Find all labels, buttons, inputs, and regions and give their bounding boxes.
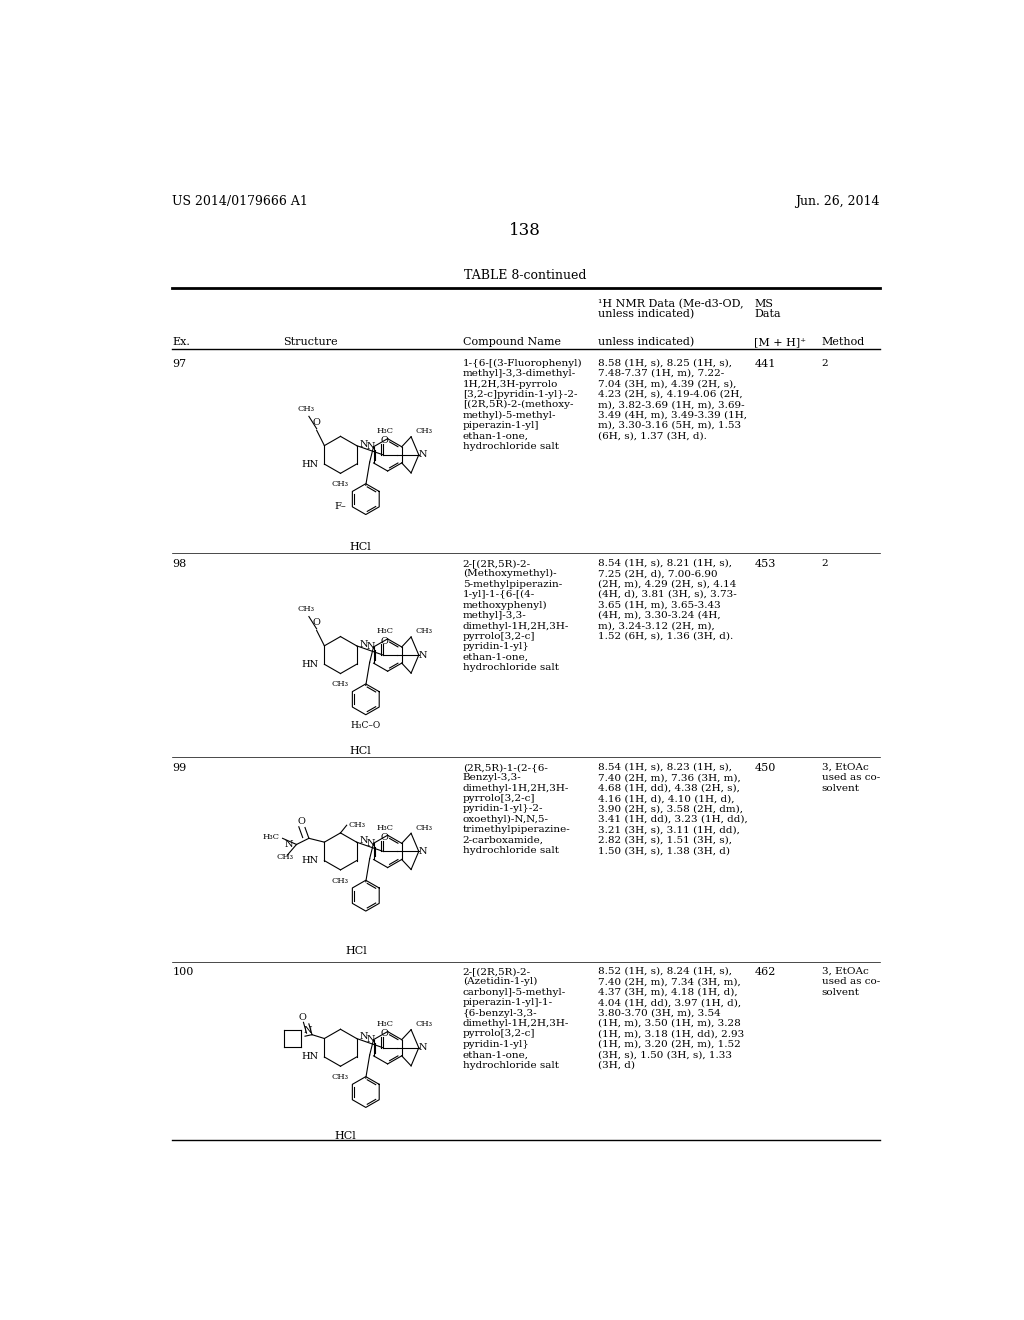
Text: 450: 450 (755, 763, 775, 772)
Text: 3, EtOAc
used as co-
solvent: 3, EtOAc used as co- solvent (821, 966, 880, 997)
Text: CH₃: CH₃ (332, 876, 349, 884)
Text: CH₃: CH₃ (416, 426, 433, 436)
Text: N: N (284, 840, 293, 849)
Text: HCl: HCl (334, 1131, 356, 1142)
Text: 99: 99 (172, 763, 186, 772)
Text: 2-[(2R,5R)-2-
(Azetidin-1-yl)
carbonyl]-5-methyl-
piperazin-1-yl]-1-
{6-benzyl-3: 2-[(2R,5R)-2- (Azetidin-1-yl) carbonyl]-… (463, 966, 569, 1069)
Text: 97: 97 (172, 359, 186, 368)
Text: HCl: HCl (349, 746, 372, 756)
Text: Structure: Structure (283, 337, 338, 347)
Text: CH₃: CH₃ (297, 605, 314, 612)
Text: N: N (367, 1035, 375, 1044)
Text: N: N (367, 442, 375, 451)
Text: H₃C: H₃C (377, 426, 394, 436)
Text: 462: 462 (755, 966, 775, 977)
Text: Data: Data (755, 309, 781, 319)
Text: F–: F– (335, 503, 346, 511)
Text: HCl: HCl (349, 543, 372, 552)
Text: N: N (359, 640, 369, 648)
Text: 8.58 (1H, s), 8.25 (1H, s),
7.48-7.37 (1H, m), 7.22-
7.04 (3H, m), 4.39 (2H, s),: 8.58 (1H, s), 8.25 (1H, s), 7.48-7.37 (1… (598, 359, 748, 441)
Text: HN: HN (301, 660, 318, 669)
Text: N: N (367, 643, 375, 652)
Text: N: N (419, 651, 427, 660)
Text: 441: 441 (755, 359, 775, 368)
Text: N: N (419, 450, 427, 459)
Text: N: N (359, 440, 369, 449)
Text: CH₃: CH₃ (332, 680, 349, 688)
Text: H₃C: H₃C (377, 824, 394, 832)
Text: HN: HN (301, 857, 318, 865)
Text: (2R,5R)-1-(2-{6-
Benzyl-3,3-
dimethyl-1H,2H,3H-
pyrrolo[3,2-c]
pyridin-1-yl}-2-
: (2R,5R)-1-(2-{6- Benzyl-3,3- dimethyl-1H… (463, 763, 570, 855)
Text: Jun. 26, 2014: Jun. 26, 2014 (796, 195, 880, 209)
Text: O: O (312, 618, 321, 627)
Text: unless indicated): unless indicated) (598, 309, 694, 319)
Text: ¹H NMR Data (Me-d3-OD,: ¹H NMR Data (Me-d3-OD, (598, 300, 744, 310)
Text: CH₃: CH₃ (416, 627, 433, 635)
Text: CH₃: CH₃ (332, 480, 349, 488)
Text: H₃C–O: H₃C–O (350, 721, 381, 730)
Text: 3, EtOAc
used as co-
solvent: 3, EtOAc used as co- solvent (821, 763, 880, 792)
Text: O: O (297, 817, 305, 826)
Text: N: N (359, 836, 369, 845)
Text: Compound Name: Compound Name (463, 337, 561, 347)
Text: 8.52 (1H, s), 8.24 (1H, s),
7.40 (2H, m), 7.34 (3H, m),
4.37 (3H, m), 4.18 (1H, : 8.52 (1H, s), 8.24 (1H, s), 7.40 (2H, m)… (598, 966, 744, 1069)
Text: 453: 453 (755, 558, 775, 569)
Text: HN: HN (301, 459, 318, 469)
Text: 8.54 (1H, s), 8.23 (1H, s),
7.40 (2H, m), 7.36 (3H, m),
4.68 (1H, dd), 4.38 (2H,: 8.54 (1H, s), 8.23 (1H, s), 7.40 (2H, m)… (598, 763, 749, 855)
Text: HCl: HCl (346, 946, 368, 957)
Text: CH₃: CH₃ (348, 821, 366, 829)
Text: O: O (381, 437, 388, 445)
Text: 98: 98 (172, 558, 186, 569)
Text: CH₃: CH₃ (416, 1020, 433, 1028)
Text: 2: 2 (821, 359, 828, 367)
Text: O: O (381, 1030, 388, 1039)
Text: unless indicated): unless indicated) (598, 337, 694, 347)
Text: O: O (299, 1014, 306, 1022)
Text: US 2014/0179666 A1: US 2014/0179666 A1 (172, 195, 308, 209)
Text: MS: MS (755, 300, 773, 309)
Text: [M + H]⁺: [M + H]⁺ (755, 337, 806, 347)
Text: N: N (367, 838, 375, 847)
Text: TABLE 8-continued: TABLE 8-continued (464, 268, 586, 281)
Text: N: N (419, 847, 427, 855)
Text: H₃C: H₃C (377, 1020, 394, 1028)
Text: 8.54 (1H, s), 8.21 (1H, s),
7.25 (2H, d), 7.00-6.90
(2H, m), 4.29 (2H, s), 4.14
: 8.54 (1H, s), 8.21 (1H, s), 7.25 (2H, d)… (598, 558, 737, 640)
Text: 1-{6-[(3-Fluorophenyl)
methyl]-3,3-dimethyl-
1H,2H,3H-pyrrolo
[3,2-c]pyridin-1-y: 1-{6-[(3-Fluorophenyl) methyl]-3,3-dimet… (463, 359, 583, 451)
Text: N: N (419, 1043, 427, 1052)
Text: O: O (381, 833, 388, 842)
Text: CH₃: CH₃ (416, 824, 433, 832)
Text: 2-[(2R,5R)-2-
(Methoxymethyl)-
5-methylpiperazin-
1-yl]-1-{6-[(4-
methoxyphenyl): 2-[(2R,5R)-2- (Methoxymethyl)- 5-methylp… (463, 558, 569, 672)
Text: CH₃: CH₃ (332, 1073, 349, 1081)
Text: 100: 100 (172, 966, 194, 977)
Text: H₃C: H₃C (377, 627, 394, 635)
Text: N: N (304, 1026, 312, 1035)
Text: Method: Method (821, 337, 865, 347)
Text: 138: 138 (509, 222, 541, 239)
Text: H₃C: H₃C (262, 833, 280, 841)
Text: O: O (381, 636, 388, 645)
Text: CH₃: CH₃ (276, 853, 293, 861)
Text: HN: HN (301, 1052, 318, 1061)
Text: O: O (312, 418, 321, 426)
Text: N: N (359, 1032, 369, 1041)
Text: Ex.: Ex. (172, 337, 190, 347)
Text: CH₃: CH₃ (297, 405, 314, 413)
Text: 2: 2 (821, 558, 828, 568)
